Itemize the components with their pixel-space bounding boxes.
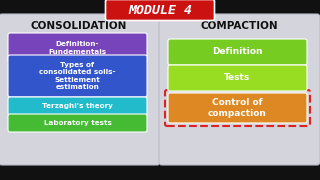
Text: Laboratory tests: Laboratory tests — [44, 120, 111, 126]
FancyBboxPatch shape — [168, 65, 307, 91]
Text: Control of
compaction: Control of compaction — [208, 98, 267, 118]
FancyBboxPatch shape — [8, 114, 147, 132]
FancyBboxPatch shape — [106, 0, 214, 21]
FancyBboxPatch shape — [168, 93, 307, 123]
FancyBboxPatch shape — [168, 39, 307, 65]
Text: Terzaghi's theory: Terzaghi's theory — [42, 103, 113, 109]
Text: Tests: Tests — [224, 73, 251, 82]
Text: MODULE 4: MODULE 4 — [128, 3, 192, 17]
FancyBboxPatch shape — [0, 14, 160, 165]
Text: CONSOLIDATION: CONSOLIDATION — [31, 21, 127, 31]
Text: Types of
consolidated soils-
Settlement
estimation: Types of consolidated soils- Settlement … — [39, 62, 116, 90]
FancyBboxPatch shape — [159, 14, 320, 165]
Text: Definition-
Fundementals: Definition- Fundementals — [48, 41, 107, 55]
FancyBboxPatch shape — [8, 97, 147, 115]
Text: COMPACTION: COMPACTION — [200, 21, 278, 31]
FancyBboxPatch shape — [8, 33, 147, 63]
FancyBboxPatch shape — [8, 55, 147, 97]
Text: Definition: Definition — [212, 48, 263, 57]
